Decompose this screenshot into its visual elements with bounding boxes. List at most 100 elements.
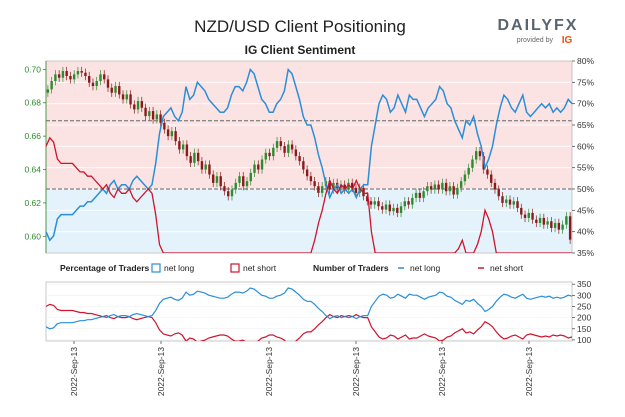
- price-candle: [129, 90, 132, 109]
- net-long-zone: [46, 189, 572, 253]
- sentiment-panel: 0.70 0.68 0.66 0.64 0.62 0.60 80% 75% 70% 65% 60% 5…: [24, 56, 594, 258]
- price-tick-label: 0.68: [24, 98, 41, 108]
- price-candle: [121, 90, 125, 104]
- chart-title: NZD/USD Client Positioning: [194, 17, 406, 36]
- price-candle: [497, 185, 500, 201]
- x-tick-label: 2022-Sep-13: [156, 347, 166, 396]
- price-candle: [508, 195, 512, 209]
- price-candle: [369, 197, 373, 209]
- price-candle: [441, 178, 444, 194]
- price-candle: [520, 203, 523, 219]
- price-tick-label: 0.60: [24, 231, 41, 241]
- price-candle: [103, 70, 106, 84]
- price-candle: [242, 172, 245, 191]
- price-candle: [140, 96, 144, 112]
- sentiment-tick-label: 80%: [577, 56, 594, 66]
- bottom-tick-label: 200: [577, 313, 591, 323]
- price-candle: [373, 197, 376, 209]
- price-candle: [99, 70, 102, 86]
- sentiment-tick-label: 45%: [577, 205, 594, 215]
- x-tick-label: 2022-Sep-13: [437, 347, 447, 396]
- price-candle: [531, 208, 534, 224]
- price-candle: [448, 182, 452, 196]
- x-axis: 2022-Sep-13 2022-Sep-13 2022-Sep-13 2022-Se…: [69, 341, 534, 396]
- sentiment-tick-label: 70%: [577, 99, 594, 109]
- price-candle: [80, 66, 83, 77]
- price-tick-label: 0.66: [24, 131, 41, 141]
- brand-provided-by: provided by: [517, 37, 554, 44]
- price-candle: [106, 75, 110, 92]
- price-candle: [444, 178, 448, 196]
- price-candle: [170, 126, 174, 141]
- price-candle: [88, 71, 91, 87]
- price-candle: [166, 125, 170, 141]
- price-candle: [208, 160, 211, 179]
- price-candle: [178, 136, 181, 154]
- bottom-tick-label: 350: [577, 279, 591, 289]
- price-candle: [69, 71, 72, 84]
- price-candle: [91, 78, 95, 91]
- price-candle: [568, 212, 572, 244]
- price-candle: [272, 143, 275, 161]
- price-candle: [174, 126, 177, 146]
- legend-pct-short-swatch: [230, 263, 240, 273]
- price-candle: [516, 197, 519, 213]
- price-candle: [565, 212, 568, 229]
- price-candle: [381, 202, 384, 214]
- price-candle: [257, 160, 260, 174]
- pct-short-line: [46, 303, 572, 341]
- brand-partner: IG: [562, 35, 573, 46]
- price-candle: [125, 90, 128, 104]
- price-candle: [452, 182, 455, 199]
- price-candle: [148, 106, 151, 121]
- price-candle: [84, 68, 87, 81]
- price-candle: [474, 146, 478, 164]
- price-candle: [467, 163, 470, 179]
- sentiment-tick-label: 65%: [577, 120, 594, 130]
- price-candle: [230, 185, 234, 201]
- price-candle: [347, 178, 350, 194]
- price-candle: [155, 110, 159, 124]
- price-candle: [377, 197, 380, 211]
- sentiment-tick-label: 75%: [577, 77, 594, 87]
- price-candle: [219, 172, 222, 191]
- chart-subtitle: IG Client Sentiment: [245, 43, 356, 57]
- price-candle: [392, 203, 395, 216]
- price-candle: [320, 182, 324, 198]
- price-candle: [114, 81, 117, 97]
- bottom-frame: [45, 281, 573, 342]
- net-long-line: [45, 67, 573, 242]
- price-candle: [118, 81, 121, 99]
- price-candle: [305, 165, 309, 181]
- price-candle: [542, 213, 546, 229]
- bottom-tick-label: 150: [577, 324, 591, 334]
- brand-logo: DAILYFX provided by IG: [498, 17, 577, 46]
- price-candle: [501, 192, 504, 208]
- price-candle: [433, 180, 437, 194]
- price-candle: [561, 220, 564, 234]
- price-candle: [223, 182, 226, 196]
- price-candle: [268, 148, 271, 161]
- price-candle: [538, 213, 542, 228]
- price-candle: [50, 76, 53, 94]
- price-candle: [133, 100, 136, 114]
- price-candle: [245, 177, 249, 191]
- price-candle: [136, 96, 140, 114]
- price-candle: [384, 200, 388, 214]
- price-candle: [196, 148, 200, 166]
- price-candle: [505, 195, 508, 208]
- price-candle: [459, 177, 463, 193]
- price-candle: [546, 217, 549, 229]
- x-tick-label: 2022-Sep-13: [351, 347, 361, 396]
- price-candle: [72, 70, 76, 84]
- price-candle: [463, 170, 467, 186]
- price-candle: [478, 146, 482, 161]
- sentiment-tick-label: 40%: [577, 227, 594, 237]
- price-candle: [550, 217, 553, 233]
- pct-long-line: [46, 287, 572, 330]
- x-tick-label: 2022-Sep-13: [524, 347, 534, 396]
- price-candle: [253, 160, 256, 178]
- price-candle: [486, 165, 489, 179]
